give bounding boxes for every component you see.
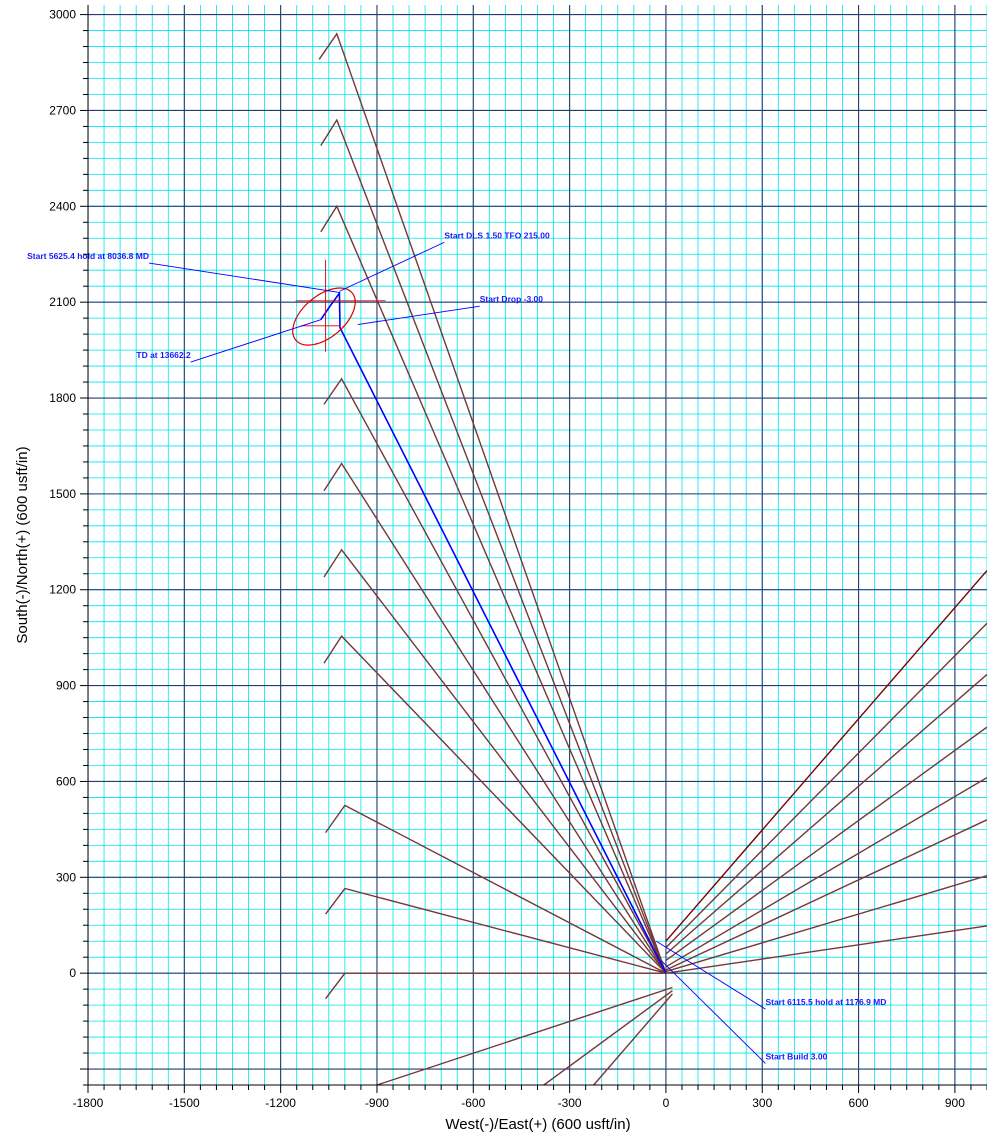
y-tick-label: 600 <box>56 774 76 788</box>
series-layer <box>318 32 987 1085</box>
annotation-label: Start Build 3.00 <box>765 1051 827 1061</box>
axis-layer: -1800 -1500 -1200 -900 -600 -300 0 300 600 900 0 30… <box>49 5 987 1110</box>
annotation-label: Start DLS 1.50 TFO 215.00 <box>444 230 550 240</box>
y-tick-label: 2400 <box>49 199 76 213</box>
offset-wellpath-line <box>323 377 667 974</box>
x-tick-label: -1500 <box>169 1096 200 1110</box>
y-tick-label: 900 <box>56 679 76 693</box>
y-tick-label: 3000 <box>49 8 76 22</box>
offset-wellpath-line <box>543 990 673 1085</box>
annotation-leader <box>190 319 321 363</box>
x-tick-label: 0 <box>663 1096 670 1110</box>
offset-wellpath-line <box>665 622 987 949</box>
offset-wellpath-line <box>325 972 666 1000</box>
annotation-label: Start 6115.5 hold at 1176.9 MD <box>765 997 886 1007</box>
offset-wellpath-line <box>665 726 987 961</box>
offset-wellpath-line <box>665 875 987 973</box>
target-layer <box>292 259 386 352</box>
offset-wellpath-line <box>665 925 987 974</box>
y-tick-label: 1200 <box>49 583 76 597</box>
y-tick-label: 1500 <box>49 487 76 501</box>
y-tick-label: 300 <box>56 870 76 884</box>
x-tick-label: 600 <box>849 1096 869 1110</box>
x-tick-label: -900 <box>365 1096 389 1110</box>
offset-wellpath-line <box>665 673 987 955</box>
y-tick-label: 1800 <box>49 391 76 405</box>
offset-wellpath-line <box>593 993 673 1085</box>
x-tick-label: -1200 <box>265 1096 296 1110</box>
annotation-leader <box>357 305 480 325</box>
offset-wellpath-line <box>665 570 987 942</box>
x-tick-label: 900 <box>945 1096 965 1110</box>
major-grid <box>88 5 987 1085</box>
annotation-leader <box>148 262 341 294</box>
annotation-leader <box>660 960 766 1064</box>
y-tick-label: 2700 <box>49 103 76 117</box>
y-tick-label: 2100 <box>49 295 76 309</box>
x-tick-label: -300 <box>558 1096 582 1110</box>
offset-wellpath-line <box>320 204 667 974</box>
x-tick-label: -600 <box>461 1096 485 1110</box>
offset-wellpath-line <box>323 548 667 974</box>
offset-wellpath-line <box>325 804 667 974</box>
x-tick-label: -1800 <box>73 1096 104 1110</box>
offset-wellpath-line <box>318 32 667 974</box>
x-axis-title: West(-)/East(+) (600 usft/in) <box>445 1116 630 1133</box>
offset-wellpath-line <box>325 887 667 974</box>
y-tick-label: 0 <box>69 966 76 980</box>
annotation-label: Start Drop -3.00 <box>480 294 544 304</box>
plan-wellpath-line <box>320 290 667 974</box>
offset-wellpath-line <box>320 118 667 974</box>
offset-wellpath-line <box>323 634 667 974</box>
x-tick-label: 300 <box>752 1096 772 1110</box>
offset-wellpath-line <box>665 776 987 968</box>
offset-wellpath-line <box>323 462 667 974</box>
y-axis-title: South(-)/North(+) (600 usft/in) <box>14 446 31 643</box>
offset-wellpath-line <box>376 986 673 1085</box>
offset-wellpath-line <box>665 819 987 971</box>
annotation-label: TD at 13662.2 <box>136 350 191 360</box>
annotation-leader <box>656 940 766 1010</box>
annotation-leader <box>339 241 445 292</box>
